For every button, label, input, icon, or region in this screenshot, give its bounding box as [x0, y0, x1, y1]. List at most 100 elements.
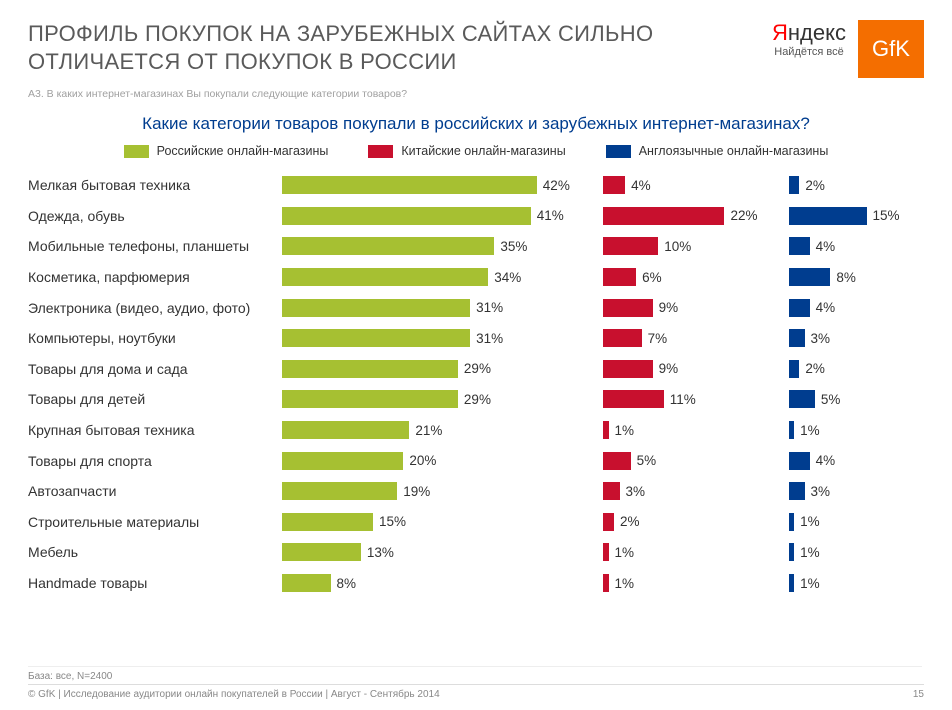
- bar: [789, 574, 794, 592]
- bar-group: 15%2%1%: [282, 512, 924, 532]
- bar-value-label: 15%: [873, 208, 900, 223]
- bar: [282, 329, 470, 347]
- chart-row: Мобильные телефоны, планшеты35%10%4%: [28, 231, 924, 262]
- bar-slot: 10%: [603, 236, 783, 256]
- category-label: Компьютеры, ноутбуки: [28, 330, 282, 346]
- bar-value-label: 4%: [631, 178, 651, 193]
- bar-slot: 3%: [603, 481, 783, 501]
- bar-slot: 4%: [789, 236, 924, 256]
- bar-value-label: 42%: [543, 178, 570, 193]
- legend-swatch: [124, 145, 149, 158]
- bar-slot: 1%: [789, 420, 924, 440]
- bar-slot: 1%: [603, 573, 783, 593]
- bar-value-label: 31%: [476, 331, 503, 346]
- bar-slot: 34%: [282, 267, 597, 287]
- category-label: Товары для дома и сада: [28, 361, 282, 377]
- bar-value-label: 13%: [367, 545, 394, 560]
- bar-slot: 8%: [789, 267, 924, 287]
- bar-value-label: 34%: [494, 270, 521, 285]
- bar-value-label: 3%: [626, 484, 646, 499]
- bar-value-label: 2%: [805, 178, 825, 193]
- category-label: Мелкая бытовая техника: [28, 177, 282, 193]
- bar-chart: Мелкая бытовая техника42%4%2%Одежда, обу…: [0, 170, 952, 598]
- bar-slot: 4%: [789, 298, 924, 318]
- chart-row: Крупная бытовая техника21%1%1%: [28, 415, 924, 446]
- bar-slot: 41%: [282, 206, 597, 226]
- bar: [789, 329, 805, 347]
- bar: [603, 390, 664, 408]
- bar-value-label: 4%: [816, 453, 836, 468]
- header: ПРОФИЛЬ ПОКУПОК НА ЗАРУБЕЖНЫХ САЙТАХ СИЛ…: [0, 0, 952, 82]
- bar: [603, 176, 625, 194]
- bar: [789, 360, 799, 378]
- chart-row: Handmade товары8%1%1%: [28, 568, 924, 599]
- bar: [603, 329, 642, 347]
- legend-item: Российские онлайн-магазины: [124, 144, 329, 158]
- bar-group: 31%9%4%: [282, 298, 924, 318]
- bar-slot: 2%: [789, 359, 924, 379]
- chart-title: Какие категории товаров покупали в росси…: [0, 100, 952, 144]
- bar-slot: 21%: [282, 420, 597, 440]
- slide-title: ПРОФИЛЬ ПОКУПОК НА ЗАРУБЕЖНЫХ САЙТАХ СИЛ…: [28, 20, 772, 75]
- bar: [603, 237, 658, 255]
- bar: [282, 452, 403, 470]
- bar-slot: 15%: [789, 206, 924, 226]
- gfk-logo: GfK: [858, 20, 924, 78]
- bar-slot: 9%: [603, 359, 783, 379]
- bar-slot: 5%: [603, 451, 783, 471]
- bar-value-label: 3%: [811, 331, 831, 346]
- chart-row: Электроника (видео, аудио, фото)31%9%4%: [28, 292, 924, 323]
- legend-swatch: [606, 145, 631, 158]
- bar: [789, 482, 805, 500]
- chart-row: Автозапчасти19%3%3%: [28, 476, 924, 507]
- bar-slot: 4%: [789, 451, 924, 471]
- bar-group: 41%22%15%: [282, 206, 924, 226]
- bar-group: 42% 4% 2%: [282, 175, 924, 195]
- bar: [282, 513, 373, 531]
- bar-value-label: 1%: [800, 514, 820, 529]
- bar-slot: 9%: [603, 298, 783, 318]
- bar-group: 34%6%8%: [282, 267, 924, 287]
- bar-value-label: 20%: [409, 453, 436, 468]
- chart-row: Строительные материалы15%2%1%: [28, 507, 924, 538]
- bar-slot: 29%: [282, 389, 597, 409]
- bar-value-label: 10%: [664, 239, 691, 254]
- base-note: База: все, N=2400: [28, 666, 922, 682]
- bar-slot: 13%: [282, 542, 597, 562]
- bar: [789, 390, 815, 408]
- bar-group: 19%3%3%: [282, 481, 924, 501]
- bar-group: 21%1%1%: [282, 420, 924, 440]
- bar-value-label: 2%: [805, 361, 825, 376]
- footer-source: © GfK | Исследование аудитории онлайн по…: [28, 689, 440, 700]
- bar: [603, 421, 609, 439]
- bar-value-label: 15%: [379, 514, 406, 529]
- bar-value-label: 11%: [670, 392, 696, 407]
- bar-group: 8%1%1%: [282, 573, 924, 593]
- bar-value-label: 41%: [537, 208, 564, 223]
- bar-value-label: 8%: [836, 270, 856, 285]
- bar-slot: 3%: [789, 328, 924, 348]
- bar-slot: 1%: [789, 542, 924, 562]
- legend: Российские онлайн-магазиныКитайские онла…: [0, 144, 952, 170]
- chart-row: Товары для спорта20%5%4%: [28, 445, 924, 476]
- legend-swatch: [368, 145, 393, 158]
- bar: [282, 299, 470, 317]
- bar-value-label: 1%: [800, 545, 820, 560]
- footer: © GfK | Исследование аудитории онлайн по…: [28, 684, 924, 700]
- bar-slot: 31%: [282, 328, 597, 348]
- bar-slot: 2%: [789, 175, 924, 195]
- bar-value-label: 1%: [800, 423, 820, 438]
- bar: [282, 268, 488, 286]
- bar: [789, 299, 810, 317]
- legend-item: Англоязычные онлайн-магазины: [606, 144, 829, 158]
- bar-slot: 7%: [603, 328, 783, 348]
- bar-slot: 5%: [789, 389, 924, 409]
- bar-value-label: 1%: [800, 576, 820, 591]
- bar-group: 29% 11% 5%: [282, 389, 924, 409]
- bar: [282, 176, 537, 194]
- chart-row: Товары для детей29% 11% 5%: [28, 384, 924, 415]
- category-label: Товары для детей: [28, 391, 282, 407]
- bar-slot: 1%: [789, 512, 924, 532]
- bar-group: 31% 7% 3%: [282, 328, 924, 348]
- bar-slot: 15%: [282, 512, 597, 532]
